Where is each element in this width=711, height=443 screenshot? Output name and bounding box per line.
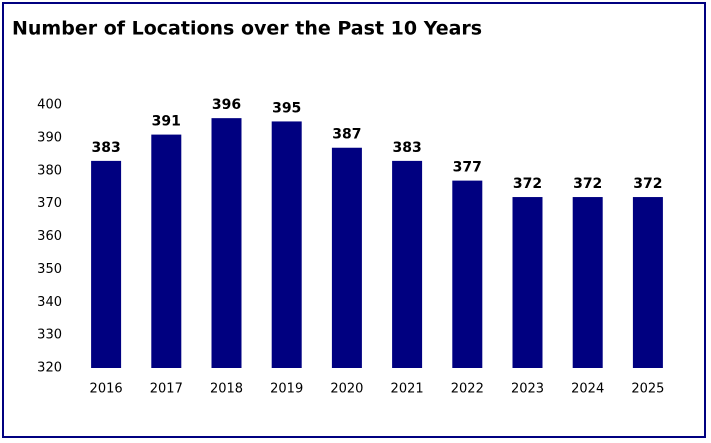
data-label: 396 bbox=[212, 97, 241, 113]
x-tick-label: 2023 bbox=[511, 382, 544, 397]
data-label: 383 bbox=[392, 140, 421, 156]
data-label: 383 bbox=[91, 140, 120, 156]
data-label: 377 bbox=[453, 160, 482, 176]
x-tick-label: 2020 bbox=[330, 382, 363, 397]
y-tick-label: 340 bbox=[37, 295, 62, 310]
bar bbox=[271, 121, 302, 368]
bar bbox=[392, 160, 423, 368]
data-label: 395 bbox=[272, 100, 301, 116]
bar bbox=[512, 197, 543, 368]
data-label: 372 bbox=[513, 176, 542, 192]
x-tick-label: 2017 bbox=[150, 382, 183, 397]
x-tick-label: 2021 bbox=[391, 382, 424, 397]
y-tick-label: 390 bbox=[37, 130, 62, 145]
y-tick-label: 350 bbox=[37, 262, 62, 277]
bar bbox=[572, 197, 603, 368]
x-tick-label: 2022 bbox=[451, 382, 484, 397]
chart-title: Number of Locations over the Past 10 Yea… bbox=[12, 18, 482, 40]
y-tick-label: 370 bbox=[37, 196, 62, 211]
y-tick-label: 320 bbox=[37, 361, 62, 376]
y-tick-label: 330 bbox=[37, 328, 62, 343]
bar bbox=[331, 147, 362, 368]
y-tick-label: 360 bbox=[37, 229, 62, 244]
data-label: 372 bbox=[633, 176, 662, 192]
data-label: 372 bbox=[573, 176, 602, 192]
x-tick-label: 2025 bbox=[631, 382, 664, 397]
bar bbox=[151, 134, 182, 368]
bar bbox=[91, 160, 122, 368]
data-label: 391 bbox=[152, 114, 181, 130]
data-label: 387 bbox=[332, 127, 361, 143]
bar bbox=[211, 118, 242, 369]
x-tick-label: 2018 bbox=[210, 382, 243, 397]
x-tick-label: 2019 bbox=[270, 382, 303, 397]
x-tick-label: 2016 bbox=[90, 382, 123, 397]
bar bbox=[632, 197, 663, 368]
x-tick-label: 2024 bbox=[571, 382, 604, 397]
bar bbox=[452, 180, 483, 368]
y-tick-label: 380 bbox=[37, 163, 62, 178]
y-tick-label: 400 bbox=[37, 98, 62, 113]
